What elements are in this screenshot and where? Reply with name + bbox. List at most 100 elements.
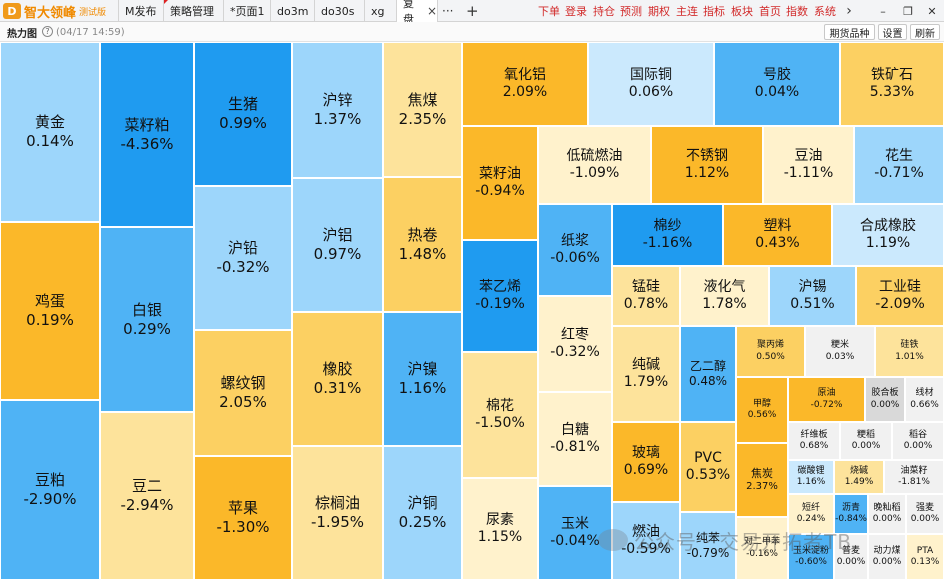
- add-tab-icon[interactable]: +: [466, 2, 479, 20]
- heatmap-cell[interactable]: PTA 0.13%: [906, 534, 944, 580]
- heatmap-cell[interactable]: 晚籼稻 0.00%: [868, 494, 906, 534]
- menu-forecast[interactable]: 预测: [620, 5, 642, 18]
- tab-close-icon[interactable]: ×: [426, 4, 437, 18]
- tab-do30s[interactable]: do30s: [314, 0, 364, 22]
- tab-page1[interactable]: *页面1: [223, 0, 270, 22]
- heatmap-cell[interactable]: 低硫燃油 -1.09%: [538, 126, 651, 204]
- heatmap-cell[interactable]: 铁矿石 5.33%: [840, 42, 944, 126]
- menu-home[interactable]: 首页: [759, 5, 781, 18]
- heatmap-cell[interactable]: 白银 0.29%: [100, 227, 194, 412]
- heatmap-cell[interactable]: 塑料 0.43%: [723, 204, 832, 266]
- heatmap-cell[interactable]: 对二甲苯 -0.16%: [736, 517, 788, 580]
- heatmap-cell[interactable]: 纯苯 -0.79%: [680, 512, 736, 580]
- heatmap-cell[interactable]: 工业硅 -2.09%: [856, 266, 944, 326]
- heatmap-cell[interactable]: 棉纱 -1.16%: [612, 204, 723, 266]
- futures-select-button[interactable]: 期货品种: [824, 24, 875, 40]
- heatmap-cell[interactable]: 粳米 0.03%: [805, 326, 875, 377]
- heatmap-cell[interactable]: 焦炭 2.37%: [736, 443, 788, 517]
- minimize-icon[interactable]: –: [880, 4, 886, 18]
- heatmap-cell[interactable]: 尿素 1.15%: [462, 478, 538, 580]
- heatmap-cell[interactable]: 沪镍 1.16%: [383, 312, 462, 446]
- heatmap-cell[interactable]: 锰硅 0.78%: [612, 266, 680, 326]
- close-icon[interactable]: ✕: [927, 4, 937, 18]
- heatmap-cell[interactable]: 合成橡胶 1.19%: [832, 204, 944, 266]
- tab-xg[interactable]: xg: [364, 0, 396, 22]
- heatmap-cell[interactable]: 国际铜 0.06%: [588, 42, 714, 126]
- heatmap-cell[interactable]: 热卷 1.48%: [383, 177, 462, 312]
- help-icon[interactable]: ?: [42, 26, 53, 37]
- heatmap-cell[interactable]: 粳稻 0.00%: [840, 422, 892, 460]
- heatmap-cell[interactable]: 硅铁 1.01%: [875, 326, 944, 377]
- heatmap-cell[interactable]: 玻璃 0.69%: [612, 422, 680, 502]
- heatmap-cell[interactable]: 乙二醇 0.48%: [680, 326, 736, 422]
- tab-label: do30s: [321, 4, 355, 18]
- heatmap-cell[interactable]: 原油 -0.72%: [788, 377, 865, 422]
- heatmap-cell[interactable]: 动力煤 0.00%: [868, 534, 906, 580]
- menu-positions[interactable]: 持仓: [593, 5, 615, 18]
- heatmap-cell[interactable]: 沪铝 0.97%: [292, 178, 383, 312]
- heatmap-cell[interactable]: 黄金 0.14%: [0, 42, 100, 222]
- heatmap-cell[interactable]: 沪锌 1.37%: [292, 42, 383, 178]
- tab-strategy[interactable]: 策略管理: [163, 0, 223, 22]
- heatmap-cell[interactable]: 豆粕 -2.90%: [0, 400, 100, 580]
- heatmap-cell[interactable]: 玉米 -0.04%: [538, 486, 612, 580]
- heatmap-cell[interactable]: 纸浆 -0.06%: [538, 204, 612, 296]
- tab-do3m[interactable]: do3m: [270, 0, 314, 22]
- heatmap-cell[interactable]: 豆二 -2.94%: [100, 412, 194, 580]
- heatmap-cell[interactable]: 鸡蛋 0.19%: [0, 222, 100, 400]
- heatmap-cell[interactable]: 油菜籽 -1.81%: [884, 460, 944, 494]
- menu-options[interactable]: 期权: [648, 5, 670, 18]
- settings-button[interactable]: 设置: [878, 24, 907, 40]
- heatmap-cell[interactable]: 燃油 -0.59%: [612, 502, 680, 580]
- heatmap-cell[interactable]: 不锈钢 1.12%: [651, 126, 763, 204]
- heatmap-cell[interactable]: 碳酸锂 1.16%: [788, 460, 834, 494]
- heatmap-cell[interactable]: 纯碱 1.79%: [612, 326, 680, 422]
- heatmap-cell[interactable]: 沪锡 0.51%: [769, 266, 856, 326]
- tab-m-publish[interactable]: M发布: [118, 0, 163, 22]
- heatmap-cell[interactable]: 沥青 -0.84%: [834, 494, 868, 534]
- heatmap-cell[interactable]: 生猪 0.99%: [194, 42, 292, 186]
- heatmap-cell[interactable]: 棉花 -1.50%: [462, 352, 538, 478]
- chevron-right-icon[interactable]: ›: [846, 3, 852, 19]
- heatmap-cell[interactable]: 胶合板 0.00%: [865, 377, 905, 422]
- menu-main-contract[interactable]: 主连: [676, 5, 698, 18]
- heatmap-cell[interactable]: 苹果 -1.30%: [194, 456, 292, 580]
- menu-system[interactable]: 系统: [814, 5, 836, 18]
- heatmap-cell[interactable]: PVC 0.53%: [680, 422, 736, 512]
- more-tabs-icon[interactable]: ···: [442, 4, 454, 18]
- menu-index[interactable]: 指数: [786, 5, 808, 18]
- menu-sectors[interactable]: 板块: [731, 5, 753, 18]
- menu-indicators[interactable]: 指标: [703, 5, 725, 18]
- heatmap-cell[interactable]: 豆油 -1.11%: [763, 126, 854, 204]
- heatmap-cell[interactable]: 甲醇 0.56%: [736, 377, 788, 443]
- heatmap-cell[interactable]: 沪铜 0.25%: [383, 446, 462, 580]
- heatmap-cell[interactable]: 红枣 -0.32%: [538, 296, 612, 392]
- heatmap-cell[interactable]: 苯乙烯 -0.19%: [462, 240, 538, 352]
- heatmap-cell[interactable]: 玉米淀粉 -0.60%: [788, 534, 834, 580]
- heatmap-cell[interactable]: 线材 0.66%: [905, 377, 944, 422]
- heatmap-cell[interactable]: 菜籽油 -0.94%: [462, 126, 538, 240]
- heatmap-cell[interactable]: 棕榈油 -1.95%: [292, 446, 383, 580]
- restore-icon[interactable]: ❐: [903, 4, 913, 18]
- heatmap-cell[interactable]: 氧化铝 2.09%: [462, 42, 588, 126]
- heatmap-cell[interactable]: 短纤 0.24%: [788, 494, 834, 534]
- heatmap-cell[interactable]: 白糖 -0.81%: [538, 392, 612, 486]
- menu-order[interactable]: 下单: [538, 5, 560, 18]
- heatmap-cell[interactable]: 强麦 0.00%: [906, 494, 944, 534]
- heatmap-cell[interactable]: 纤维板 0.68%: [788, 422, 840, 460]
- heatmap-cell[interactable]: 聚丙烯 0.50%: [736, 326, 805, 377]
- menu-login[interactable]: 登录: [565, 5, 587, 18]
- heatmap-cell[interactable]: 沪铅 -0.32%: [194, 186, 292, 330]
- heatmap-cell[interactable]: 焦煤 2.35%: [383, 42, 462, 177]
- heatmap-cell[interactable]: 橡胶 0.31%: [292, 312, 383, 446]
- heatmap-cell[interactable]: 螺纹钢 2.05%: [194, 330, 292, 456]
- heatmap-cell[interactable]: 普麦 0.00%: [834, 534, 868, 580]
- heatmap-cell[interactable]: 花生 -0.71%: [854, 126, 944, 204]
- heatmap-cell[interactable]: 稻谷 0.00%: [892, 422, 944, 460]
- tab-review[interactable]: 复盘 ×: [396, 0, 438, 26]
- refresh-button[interactable]: 刷新: [910, 24, 940, 40]
- heatmap-cell[interactable]: 液化气 1.78%: [680, 266, 769, 326]
- heatmap-cell[interactable]: 号胶 0.04%: [714, 42, 840, 126]
- heatmap-cell[interactable]: 烧碱 1.49%: [834, 460, 884, 494]
- heatmap-cell[interactable]: 菜籽粕 -4.36%: [100, 42, 194, 227]
